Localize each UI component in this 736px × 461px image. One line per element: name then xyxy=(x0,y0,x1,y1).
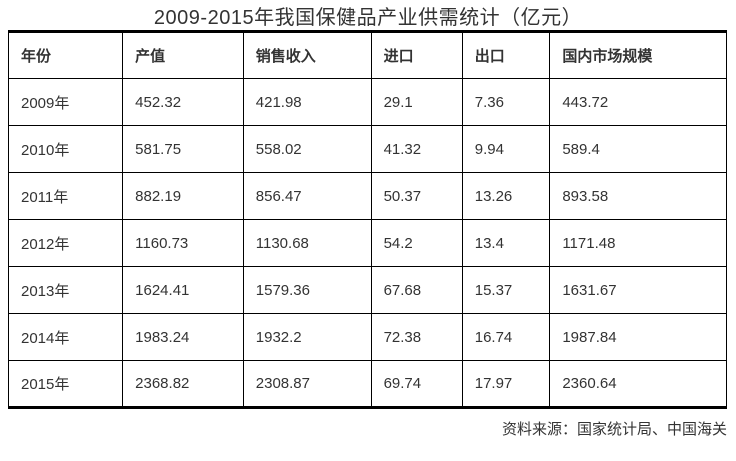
table-row: 2010年 581.75 558.02 41.32 9.94 589.4 xyxy=(7,125,727,173)
value-cell: 15.37 xyxy=(461,266,551,314)
value-cell: 50.37 xyxy=(370,172,463,220)
header-row: 年份 产值 销售收入 进口 出口 国内市场规模 xyxy=(7,31,727,79)
table-row: 2014年 1983.24 1932.2 72.38 16.74 1987.84 xyxy=(7,313,727,361)
value-cell: 558.02 xyxy=(242,125,372,173)
year-cell: 2013年 xyxy=(7,266,124,314)
value-cell: 13.26 xyxy=(461,172,551,220)
value-cell: 29.1 xyxy=(370,78,463,126)
table-row: 2013年 1624.41 1579.36 67.68 15.37 1631.67 xyxy=(7,266,727,314)
value-cell: 1130.68 xyxy=(242,219,372,267)
year-cell: 2009年 xyxy=(7,78,124,126)
value-cell: 2308.87 xyxy=(242,360,372,408)
statistics-table: 年份 产值 销售收入 进口 出口 国内市场规模 2009年 452.32 421.98 29.1… xyxy=(7,30,727,409)
value-cell: 882.19 xyxy=(122,172,244,220)
value-cell: 7.36 xyxy=(461,78,551,126)
column-header: 产值 xyxy=(122,31,244,79)
value-cell: 1631.67 xyxy=(549,266,727,314)
column-header: 国内市场规模 xyxy=(549,31,727,79)
value-cell: 17.97 xyxy=(461,360,551,408)
value-cell: 1932.2 xyxy=(242,313,372,361)
value-cell: 1160.73 xyxy=(122,219,244,267)
value-cell: 1624.41 xyxy=(122,266,244,314)
column-header: 出口 xyxy=(461,31,551,79)
year-cell: 2015年 xyxy=(7,360,124,408)
value-cell: 856.47 xyxy=(242,172,372,220)
value-cell: 67.68 xyxy=(370,266,463,314)
value-cell: 589.4 xyxy=(549,125,727,173)
value-cell: 54.2 xyxy=(370,219,463,267)
table-body: 2009年 452.32 421.98 29.1 7.36 443.72 2010年 581.… xyxy=(7,78,727,408)
column-header: 进口 xyxy=(370,31,463,79)
table-row: 2012年 1160.73 1130.68 54.2 13.4 1171.48 xyxy=(7,219,727,267)
value-cell: 1987.84 xyxy=(549,313,727,361)
column-header: 销售收入 xyxy=(242,31,372,79)
value-cell: 2360.64 xyxy=(549,360,727,408)
value-cell: 1171.48 xyxy=(549,219,727,267)
table-row: 2009年 452.32 421.98 29.1 7.36 443.72 xyxy=(7,78,727,126)
value-cell: 893.58 xyxy=(549,172,727,220)
value-cell: 41.32 xyxy=(370,125,463,173)
page-title: 2009-2015年我国保健品产业供需统计（亿元） xyxy=(153,7,583,29)
column-header: 年份 xyxy=(7,31,124,79)
value-cell: 1983.24 xyxy=(122,313,244,361)
table-row: 2015年 2368.82 2308.87 69.74 17.97 2360.64 xyxy=(7,360,727,408)
year-cell: 2012年 xyxy=(7,219,124,267)
value-cell: 443.72 xyxy=(549,78,727,126)
year-cell: 2010年 xyxy=(7,125,124,173)
year-cell: 2014年 xyxy=(7,313,124,361)
source-note: 资料来源：国家统计局、中国海关 xyxy=(501,421,727,438)
value-cell: 452.32 xyxy=(122,78,244,126)
value-cell: 16.74 xyxy=(461,313,551,361)
year-cell: 2011年 xyxy=(7,172,124,220)
value-cell: 421.98 xyxy=(242,78,372,126)
value-cell: 72.38 xyxy=(370,313,463,361)
table-row: 2011年 882.19 856.47 50.37 13.26 893.58 xyxy=(7,172,727,220)
value-cell: 69.74 xyxy=(370,360,463,408)
value-cell: 9.94 xyxy=(461,125,551,173)
value-cell: 1579.36 xyxy=(242,266,372,314)
value-cell: 581.75 xyxy=(122,125,244,173)
value-cell: 2368.82 xyxy=(122,360,244,408)
value-cell: 13.4 xyxy=(461,219,551,267)
